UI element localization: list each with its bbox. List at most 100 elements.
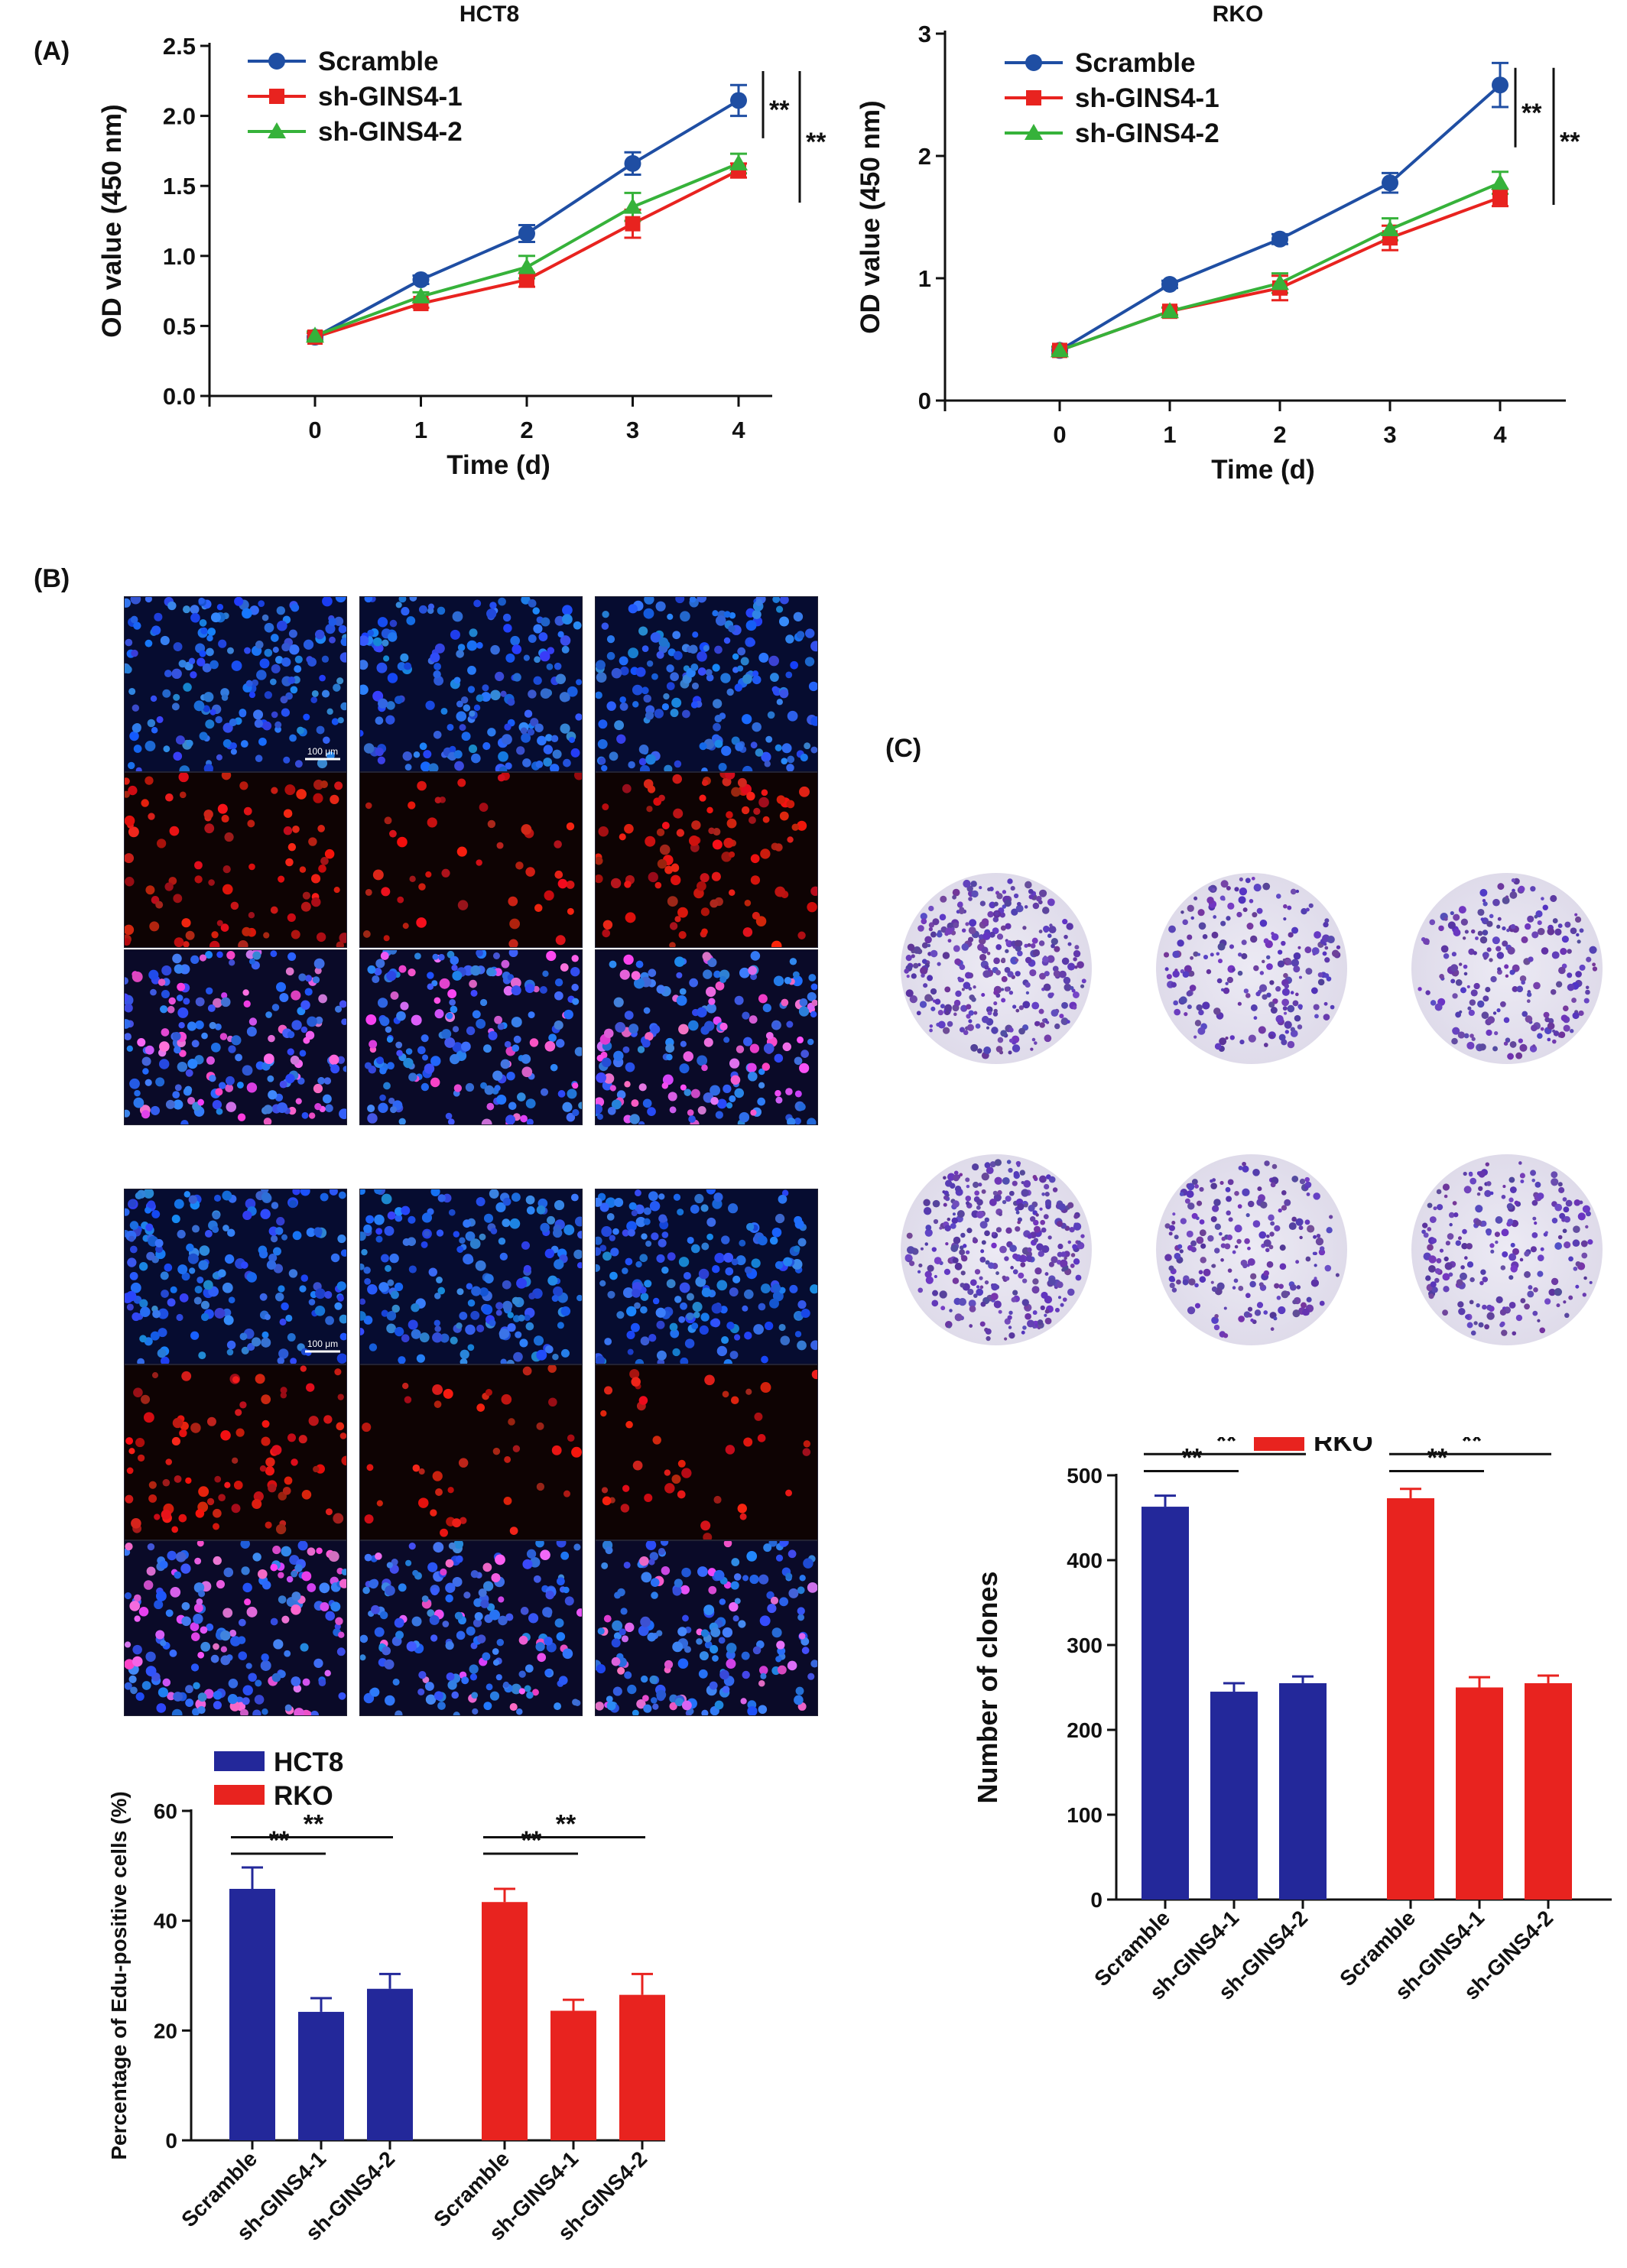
cell-nucleus — [432, 1332, 443, 1343]
cell-nucleus — [619, 666, 629, 676]
cell-nucleus — [395, 1630, 404, 1640]
cell-nucleus — [379, 1016, 390, 1027]
cell-nucleus — [794, 1331, 802, 1338]
cell-nucleus — [452, 1042, 463, 1053]
cell-nucleus — [319, 674, 326, 682]
colony — [1022, 1325, 1027, 1330]
colony — [1478, 1186, 1483, 1192]
colony — [1012, 1290, 1018, 1296]
cell-nucleus — [247, 819, 255, 828]
colony — [916, 1011, 921, 1016]
cell-nucleus — [467, 1299, 476, 1307]
colony — [1458, 1307, 1466, 1316]
cell-nucleus — [374, 968, 382, 976]
colony — [1039, 1175, 1047, 1183]
colony — [1041, 1018, 1047, 1023]
cell-nucleus — [497, 1023, 505, 1030]
cell-nucleus — [460, 1358, 468, 1364]
colony — [993, 1193, 1002, 1202]
cell-nucleus — [291, 1591, 301, 1601]
cell-nucleus — [307, 1583, 317, 1592]
cell-nucleus — [463, 1219, 472, 1228]
colony — [1463, 1033, 1469, 1039]
cell-nucleus — [440, 1528, 448, 1537]
colony — [1452, 993, 1458, 999]
cell-nucleus — [663, 693, 670, 700]
colony — [1439, 974, 1444, 979]
colony — [1461, 1242, 1468, 1250]
cell-nucleus — [572, 998, 580, 1005]
colony — [1490, 975, 1497, 983]
cell-nucleus — [281, 1615, 290, 1624]
cell-nucleus — [669, 942, 676, 947]
cell-nucleus — [567, 686, 578, 697]
cell-nucleus — [322, 597, 333, 607]
colony — [1182, 1279, 1189, 1286]
cell-nucleus — [737, 647, 746, 656]
cell-nucleus — [424, 1682, 434, 1692]
cell-nucleus — [214, 1023, 222, 1030]
cell-nucleus — [125, 1003, 133, 1013]
colony — [1193, 1035, 1197, 1039]
cell-nucleus — [181, 1616, 191, 1627]
cell-nucleus — [379, 1611, 388, 1620]
colony — [963, 1244, 967, 1248]
colony — [1442, 1273, 1450, 1281]
colony — [925, 1225, 932, 1231]
cell-nucleus — [237, 1113, 246, 1121]
cell-nucleus — [326, 708, 333, 715]
cell-nucleus — [434, 1691, 443, 1701]
colony — [1207, 1235, 1214, 1242]
cell-nucleus — [171, 702, 180, 711]
colony — [1533, 982, 1541, 990]
colony — [1568, 1295, 1573, 1300]
colony — [1477, 1000, 1485, 1008]
cell-nucleus — [518, 1670, 526, 1678]
colony — [992, 1231, 995, 1236]
significance-mark: ** — [1182, 1443, 1203, 1472]
cell-nucleus — [155, 900, 164, 909]
colony — [1000, 925, 1006, 931]
cell-nucleus — [808, 681, 817, 692]
colony — [1177, 939, 1184, 947]
colony — [1223, 987, 1230, 994]
cell-nucleus — [674, 956, 685, 967]
colony — [1234, 887, 1239, 892]
cell-nucleus — [744, 1289, 754, 1299]
cell-nucleus — [533, 985, 540, 993]
cell-nucleus — [755, 599, 763, 607]
cell-nucleus — [781, 1189, 789, 1196]
colony — [1217, 943, 1226, 951]
cell-nucleus — [763, 1043, 775, 1054]
colony — [1323, 921, 1329, 928]
cell-nucleus — [656, 1350, 667, 1361]
cell-nucleus — [786, 1020, 794, 1028]
colony — [1534, 914, 1538, 919]
cell-nucleus — [280, 1392, 287, 1399]
colony — [1213, 1007, 1221, 1015]
cell-nucleus — [655, 601, 666, 612]
colony — [940, 1004, 945, 1009]
colony — [1202, 1001, 1210, 1010]
cell-nucleus — [281, 708, 291, 717]
cell-nucleus — [187, 1059, 198, 1069]
cell-nucleus — [512, 673, 521, 682]
cell-nucleus — [129, 1221, 139, 1230]
bar — [1210, 1692, 1258, 1900]
cell-nucleus — [130, 1686, 138, 1695]
colony — [1292, 1309, 1301, 1318]
colony — [1463, 964, 1468, 969]
colony — [1042, 956, 1049, 963]
cell-nucleus — [500, 1358, 507, 1364]
colony — [1015, 1008, 1020, 1013]
colony — [1211, 1264, 1215, 1268]
cell-nucleus — [758, 1574, 769, 1585]
colony — [949, 1309, 953, 1312]
cell-nucleus — [177, 1061, 188, 1072]
cell-nucleus — [465, 1231, 476, 1241]
cell-nucleus — [155, 1630, 165, 1640]
colony — [1580, 1240, 1588, 1248]
cell-nucleus — [248, 1673, 257, 1682]
cell-nucleus — [375, 716, 384, 725]
colony — [1005, 1196, 1012, 1202]
